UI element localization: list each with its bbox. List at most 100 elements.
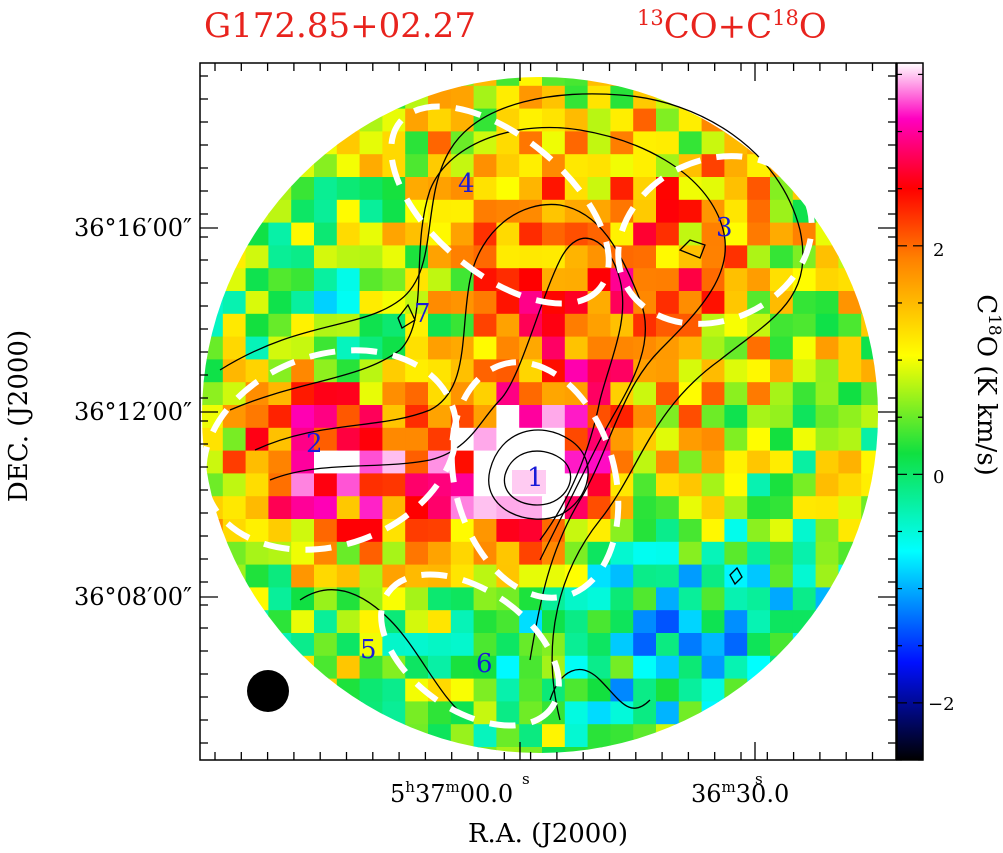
heatmap-pixel [747,405,771,429]
heatmap-pixel [542,77,566,87]
heatmap-pixel [519,154,543,178]
heatmap-pixel [815,405,839,429]
heatmap-pixel [473,199,497,224]
contour-small [729,566,743,586]
heatmap-pixel [633,108,657,132]
heatmap-pixel [473,177,497,201]
heatmap-pixel [450,313,475,338]
heatmap-pixel [542,245,566,269]
heatmap-pixel [336,359,361,383]
heatmap-pixel [450,633,475,657]
heatmap-pixel [291,541,315,566]
heatmap-pixel [656,678,680,702]
heatmap-pixel [382,336,406,360]
heatmap-pixel [359,541,383,566]
heatmap-pixel [336,199,361,224]
heatmap-pixel [678,610,703,634]
heatmap-pixel [724,564,748,588]
heatmap-pixel [587,405,611,429]
heatmap-pixel [610,268,634,292]
heatmap-pixel [268,245,292,269]
heatmap-pixel [473,427,497,452]
heatmap-pixel [633,405,657,429]
heatmap-pixel [701,382,725,406]
heatmap-pixel [542,473,566,497]
heatmap-pixel [815,245,839,269]
heatmap-pixel [701,564,725,588]
heatmap-pixel [405,564,429,588]
heatmap-pixel [564,427,589,452]
heatmap-pixel [314,245,338,269]
heatmap-pixel [405,655,429,680]
heatmap-pixel [542,427,566,452]
heatmap-pixel [473,519,497,543]
heatmap-pixel [450,85,475,110]
heatmap-pixel [564,541,589,566]
heatmap-pixel [314,199,338,224]
heatmap-pixel [815,313,839,338]
clump-label-4: 4 [458,169,475,199]
heatmap-pixel [724,382,748,406]
heatmap-pixel [838,382,862,406]
heatmap-pixel [359,359,383,383]
heatmap-pixel [314,359,338,383]
heatmap-pixel [519,450,543,474]
heatmap-pixel [678,177,703,201]
heatmap-pixel [815,541,839,566]
heatmap-pixel [770,382,794,406]
heatmap-pixel [815,291,839,315]
heatmap-pixel [314,633,338,657]
heatmap-pixel [564,154,589,178]
heatmap-pixel [405,245,429,269]
outline-ellipse-south [378,571,562,729]
heatmap-pixel [336,564,361,588]
heatmap-pixel [542,199,566,224]
heatmap-pixel [359,313,383,338]
heatmap-pixel [861,427,878,452]
source-title: G172.85+02.27 [204,6,476,46]
heatmap-pixel [701,678,725,702]
outline-ellipse-center [448,359,622,601]
heatmap-pixel [405,108,429,132]
heatmap-pixel [678,131,703,155]
heatmap-pixel [245,268,269,292]
heatmap-pixel [633,678,657,702]
heatmap-pixel [701,541,725,566]
contour-clump3 [678,239,706,259]
heatmap-pixel [245,405,269,429]
heatmap-pixel [428,633,452,657]
heatmap-pixel [815,564,839,588]
heatmap-pixel [473,450,497,474]
heatmap-pixel [724,519,748,543]
heatmap-pixel [747,313,771,338]
heatmap-pixel [291,177,315,201]
heatmap-pixel [678,313,703,338]
heatmap-pixel [359,131,383,155]
heatmap-pixel [496,633,520,657]
heatmap-pixel [724,450,748,474]
heatmap-pixel [838,496,862,520]
heatmap-pixel [633,564,657,588]
heatmap-pixel [291,405,315,429]
heatmap-pixel [633,519,657,543]
heatmap-pixel [202,382,224,406]
outline-ellipse-northeast [615,153,815,327]
heatmap-pixel [450,587,475,611]
heatmap-pixel [633,222,657,246]
heatmap-pixel [222,313,247,338]
heatmap-pixel [656,382,680,406]
heatmap-pixel [245,245,269,269]
heatmap-pixel [450,541,475,566]
heatmap-pixel [382,678,406,702]
heatmap-pixel [610,154,634,178]
clump-label-6: 6 [476,649,493,679]
heatmap-pixel [770,541,794,566]
line-title-mid: CO+C [663,6,773,47]
heatmap-pixel [724,291,748,315]
heatmap-pixel [473,724,497,748]
heatmap-pixel [747,633,771,657]
heatmap-pixel [587,154,611,178]
heatmap-pixel [336,222,361,246]
heatmap-pixel [496,291,520,315]
heatmap-pixel [656,496,680,520]
